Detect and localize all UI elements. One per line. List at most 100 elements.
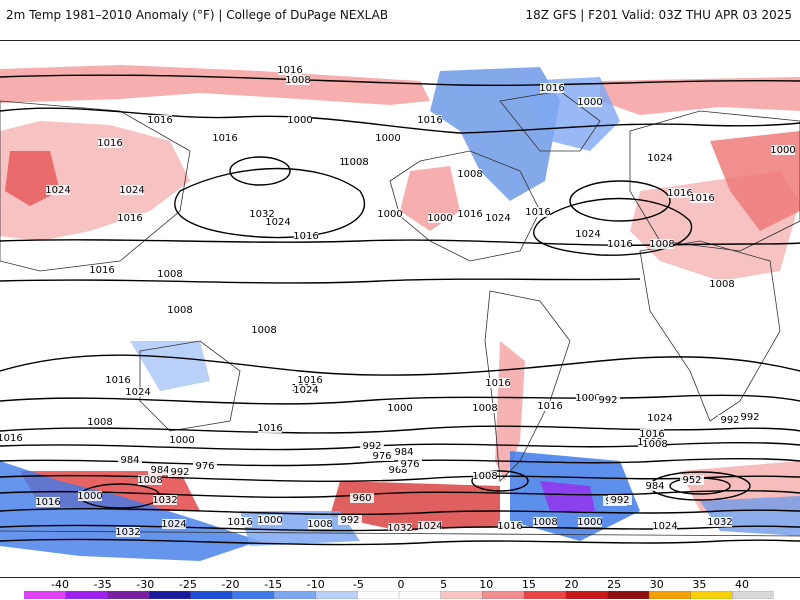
isobar-label-background: [78, 491, 102, 501]
isobar-label-background: [266, 217, 290, 227]
isobar-label-background: [538, 401, 562, 411]
isobar-label-background: [648, 153, 672, 163]
isobar-line: [0, 354, 800, 376]
isobar-label: 976: [400, 459, 419, 470]
colorbar-tick-label: -25: [178, 578, 197, 591]
isobar-label: 1024: [45, 185, 70, 196]
isobar-label: 1000: [427, 213, 452, 224]
isobar-label-background: [578, 517, 602, 527]
isobar-label: 1000: [770, 145, 795, 156]
isobar-line: [0, 508, 800, 516]
isobar-label: 1016: [539, 83, 564, 94]
cold-anomaly-greenland: [520, 77, 620, 151]
isobar-label: 1024: [485, 213, 510, 224]
isobar-label-background: [298, 375, 322, 385]
isobar-low-center: [471, 470, 529, 492]
isobar-label-background: [608, 239, 632, 249]
isobar-label: 1016: [417, 115, 442, 126]
map-canvas: 1016 1008 1000 1016 1016 1016 1024 1016 1016 1024…: [0, 41, 800, 577]
isobar-label-background: [418, 521, 442, 531]
isobar-label-background: [118, 213, 142, 223]
isobar-label-background: [288, 115, 312, 125]
isobar-label-background: [576, 393, 600, 403]
isobar-label: 1016: [277, 65, 302, 76]
isobar-label-background: [540, 83, 564, 93]
cold-anomaly-core-purple: [540, 481, 595, 511]
isobar-label-background: [643, 481, 667, 491]
isobar-label: 1008: [251, 325, 276, 336]
isobar-label-background: [473, 403, 497, 413]
isobar-label: 1016: [537, 401, 562, 412]
isobar-label: 1008: [649, 239, 674, 250]
isobar-label: 1032: [707, 517, 732, 528]
isobar-label-background: [258, 423, 282, 433]
colorbar-tick-label: 5: [440, 578, 448, 591]
colorbar-tick-label: -20: [221, 578, 240, 591]
cold-anomaly-antarctic-west: [0, 461, 260, 561]
colorbar-tick-labels: -40 -35 -30 -25 -20 -15 -10 -5 0 5 10 15 20 25 30 35 40: [0, 578, 800, 591]
north-america-outline: [389, 150, 541, 262]
isobar-label-background: [118, 455, 142, 465]
isobar-line: [0, 457, 800, 467]
isobar-line: [0, 524, 800, 532]
isobar-label-background: [153, 495, 177, 505]
isobar-label: 1000: [387, 403, 412, 414]
isobar-label: 1016: [607, 239, 632, 250]
isobar-label-background: [388, 523, 412, 533]
isobar-label-background: [533, 517, 557, 527]
isobar-label: 1016: [485, 378, 510, 389]
isobar-label-background: [650, 239, 674, 249]
colorbar-swatch: [107, 591, 150, 599]
isobar-label: 1016: [89, 265, 114, 276]
isobar-label: 1016: [105, 375, 130, 386]
colorbar-swatch: [232, 591, 275, 599]
isobar-label-background: [473, 471, 497, 481]
isobar-label-background: [378, 209, 402, 219]
isobar-high-center: [229, 156, 291, 186]
isobar-lines: [0, 74, 800, 546]
isobar-label: 1000: [257, 515, 282, 526]
isobar-label-background: [718, 415, 742, 425]
isobar-line: [0, 425, 800, 434]
isobar-label-background: [162, 519, 186, 529]
isobar-label-background: [771, 145, 795, 155]
isobar-label: 1000: [575, 393, 600, 404]
isobar-label: 992: [362, 441, 381, 452]
model-run-valid-time: 18Z GFS | F201 Valid: 03Z THU APR 03 202…: [525, 8, 792, 22]
isobar-label: 976: [372, 451, 391, 462]
warm-anomaly-europe-north: [600, 77, 800, 115]
isobar-label-background: [193, 461, 217, 471]
colorbar-swatch: [24, 591, 67, 599]
isobar-label: 1024: [293, 385, 318, 396]
australia-outline: [139, 340, 241, 432]
cold-anomaly-canada: [430, 67, 560, 201]
isobar-label-background: [643, 439, 667, 449]
isobar-label: 1032: [115, 527, 140, 538]
colorbar-tick-label: 0: [397, 578, 405, 591]
isobar-label-background: [294, 231, 318, 241]
warm-anomaly-central-asia: [710, 131, 800, 231]
isobar-label-background: [578, 97, 602, 107]
isobar-label: 1000: [77, 491, 102, 502]
isobar-label: 1000: [577, 97, 602, 108]
isobar-line: [174, 167, 366, 239]
isobar-label-background: [148, 465, 172, 475]
colorbar-swatch: [565, 591, 608, 599]
isobar-label: 984: [394, 447, 413, 458]
isobar-label-background: [710, 279, 734, 289]
isobar-label-background: [690, 193, 714, 203]
isobar-label-background: [36, 497, 60, 507]
colorbar-tick-label: 15: [521, 578, 536, 591]
isobar-labels: 1016 1008 1000 1016 1016 1016 1024 1016 1016 1024…: [0, 65, 796, 538]
africa-outline: [639, 240, 781, 422]
isobar-label: 1016: [525, 207, 550, 218]
isobar-line: [533, 197, 693, 256]
isobar-label: 1024: [652, 521, 677, 532]
colorbar-tick-label: -40: [51, 578, 69, 591]
cold-anomaly-indonesia: [130, 341, 210, 391]
isobar-label-background: [228, 517, 252, 527]
colorbar-swatch: [190, 591, 233, 599]
isobar-label: 1016: [117, 213, 142, 224]
isobar-label-background: [648, 413, 672, 423]
isobar-label-background: [653, 521, 677, 531]
